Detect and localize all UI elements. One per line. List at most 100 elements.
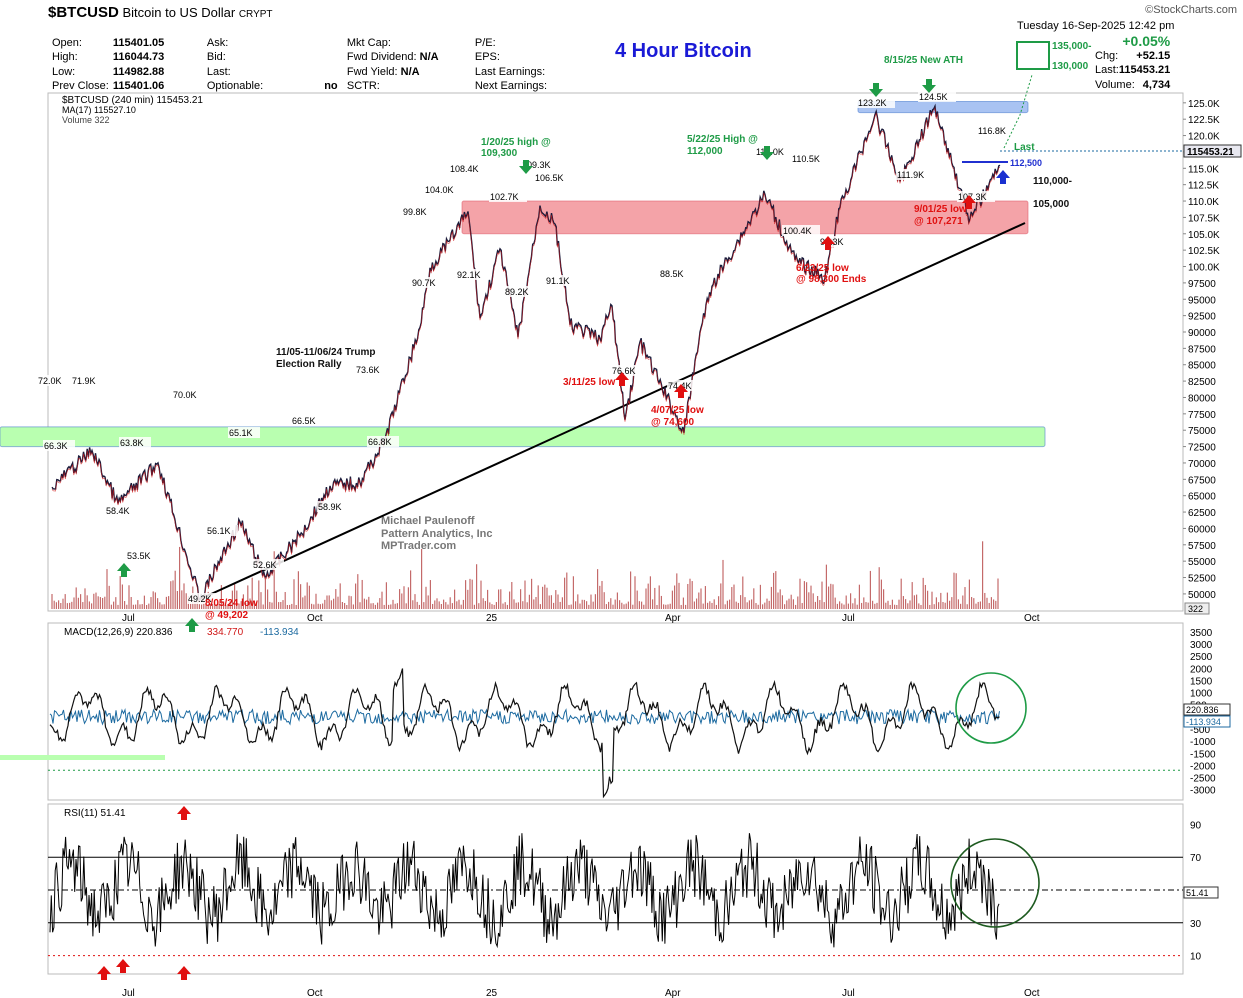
rsi-x-tick-label: Jul	[122, 988, 135, 998]
price-label-bg	[857, 97, 895, 108]
macd-tick-label: -500	[1190, 725, 1210, 736]
zone-green-macd	[0, 755, 165, 760]
price-tick-label: 52500	[1188, 574, 1216, 585]
price-line	[51, 103, 1001, 603]
arrow-rsi-1	[177, 806, 191, 820]
macd-hist-legend: -113.934	[260, 627, 299, 638]
arrow-ath-2	[922, 79, 936, 93]
optionable-value: no	[324, 79, 338, 92]
price-label-bg	[456, 269, 488, 280]
price-tick-label: 122.5K	[1188, 115, 1220, 126]
price-point-label: 91.1K	[546, 276, 570, 286]
price-point-labels: 72.0K 71.9K 66.3K 63.8K 70.0K 58.4K 53.5K 56.1K…	[37, 91, 1015, 604]
macd-hist-last-box	[1183, 715, 1231, 728]
price-label-bg	[667, 380, 699, 391]
note-aug-low: 8/05/24 low	[205, 598, 258, 609]
arrow-ath-1	[869, 83, 883, 97]
arrow-mar-low	[615, 372, 629, 386]
price-label-bg	[659, 268, 691, 279]
price-point-label: 53.5K	[127, 551, 151, 561]
rsi-x-tick-label: Jul	[842, 988, 855, 998]
note-jun-low-val: @ 98,300 Ends	[796, 274, 867, 285]
price-tick-label: 105.0K	[1188, 230, 1220, 241]
price-label-bg	[424, 184, 462, 195]
price-legend: $BTCUSD (240 min) 115453.21	[62, 95, 203, 106]
fwdyield-value: N/A	[400, 65, 420, 78]
note-mar-low: 3/11/25 low	[563, 377, 615, 388]
price-label-bg	[545, 275, 577, 286]
rsi-x-tick-label: 25	[486, 988, 498, 998]
arrow-sep-low	[962, 195, 976, 209]
price-label-bg	[228, 427, 260, 438]
x-tick-label: Apr	[665, 613, 681, 624]
price-tick-label: 97500	[1188, 279, 1216, 290]
macd-panel-frame	[47, 622, 1184, 801]
price-point-label: 92.1K	[457, 270, 481, 280]
price-point-label: 66.8K	[368, 437, 392, 447]
mktcap-label: Mkt Cap:	[346, 37, 391, 49]
price-tick-label: 72500	[1188, 443, 1216, 454]
price-label-bg	[977, 125, 1015, 136]
exchange: CRYPT	[238, 9, 273, 20]
chg-value: +52.15	[1136, 49, 1171, 62]
note-jan-high-val: 109,300	[481, 148, 518, 159]
price-label-bg	[449, 163, 487, 174]
x-tick-label: 25	[486, 613, 498, 624]
high-value: 116044.73	[112, 51, 165, 64]
price-label-bg	[534, 172, 572, 183]
note-jun-low: 6/23/25 low	[796, 263, 849, 274]
price-tick-label: 55000	[1188, 557, 1216, 568]
macd-tick-label: 3000	[1190, 640, 1213, 651]
price-tick-label: 112.5K	[1188, 181, 1219, 192]
price-point-label: 66.3K	[44, 441, 68, 451]
x-axis: Jul Oct 25 Apr Jul Oct Jul Oct 25 Apr Jul Oct	[122, 613, 1040, 998]
price-label-bg	[105, 505, 137, 516]
macd-tick-label: 3500	[1190, 628, 1213, 639]
price-tick-label: 100.0K	[1188, 263, 1220, 274]
chg-label: Chg:	[1095, 49, 1119, 62]
price-label-bg	[819, 236, 851, 247]
ask-label: Ask:	[206, 37, 229, 49]
rsi-tick-label: 30	[1190, 919, 1202, 930]
arrow-jan-high	[519, 160, 533, 174]
arrow-rsi-3	[116, 959, 130, 973]
open-value: 115401.05	[112, 37, 165, 49]
price-tick-label: 67500	[1188, 475, 1216, 486]
price-label-bg	[172, 389, 204, 400]
price-tick-label: 95000	[1188, 295, 1216, 306]
macd-tick-label: -1500	[1190, 749, 1216, 760]
price-point-label: 89.2K	[505, 287, 529, 297]
ma-legend: MA(17) 115527.10	[62, 105, 136, 115]
arrows	[97, 79, 1010, 980]
x-tick-label: Jul	[842, 613, 855, 624]
price-point-label: 56.1K	[207, 526, 231, 536]
last-price-box	[1183, 144, 1242, 158]
price-panel-frame	[47, 92, 1184, 612]
wm-line2: Pattern Analytics, Inc	[381, 527, 493, 540]
price-point-label: 73.6K	[356, 365, 380, 375]
volume-legend: Volume 322	[62, 115, 110, 125]
price-point-label: 90.7K	[412, 278, 436, 288]
author-watermark: Michael Paulenoff Pattern Analytics, Inc…	[381, 515, 492, 553]
price-point-label: 65.1K	[229, 428, 253, 438]
price-point-label: 124.5K	[919, 92, 948, 102]
projection-dotted	[1003, 74, 1033, 149]
price-label-bg	[504, 286, 536, 297]
price-label-bg	[402, 206, 434, 217]
macd-tick-label: -3000	[1190, 786, 1216, 797]
price-point-label: 99.8K	[403, 207, 427, 217]
note-last: Last	[1014, 142, 1035, 153]
low-label: Low:	[52, 65, 76, 78]
price-point-label: 111.9K	[897, 170, 924, 180]
high-label: High:	[52, 51, 78, 64]
note-aug-low-val: @ 49,202	[205, 610, 249, 621]
price-point-label: 49.2K	[188, 594, 212, 604]
rsi-circle	[950, 838, 1040, 928]
pe-label: P/E:	[474, 37, 496, 49]
macd-histogram	[49, 707, 1000, 726]
price-y-axis: 125.0K122.5K120.0K117.5K115.0K112.5K110.…	[1183, 99, 1242, 601]
note-may-high: 5/22/25 High @	[687, 134, 758, 145]
rsi-panel-frame	[47, 803, 1184, 975]
arrow-may-high	[760, 146, 774, 160]
